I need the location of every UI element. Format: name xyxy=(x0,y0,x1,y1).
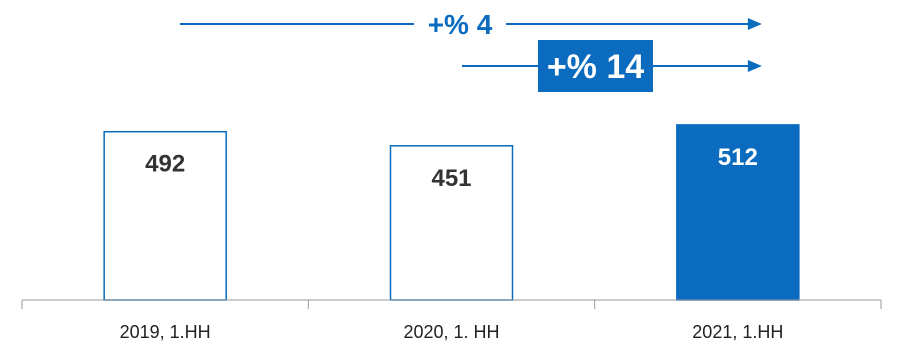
growth-label-1-bg xyxy=(414,6,506,42)
growth-arrow-2-arrowhead xyxy=(747,60,762,72)
value-labels: 492 451 512 xyxy=(145,144,758,192)
x-axis xyxy=(21,299,882,309)
growth-arrow-1-arrowhead xyxy=(747,18,762,30)
value-label-1: 451 xyxy=(431,165,471,192)
bars xyxy=(103,124,800,301)
category-label-1: 2020, 1. HH xyxy=(403,322,499,342)
bar-1 xyxy=(389,145,514,301)
bar-2 xyxy=(676,124,800,301)
category-label-2: 2021, 1.HH xyxy=(692,322,783,342)
growth-label-1: +% 4 xyxy=(428,9,493,40)
category-labels: 2019, 1.HH 2020, 1. HH 2021, 1.HH xyxy=(120,322,784,342)
category-label-0: 2019, 1.HH xyxy=(120,322,211,342)
growth-label-2: +% 14 xyxy=(547,48,644,86)
value-label-2: 512 xyxy=(718,144,758,171)
bar-0 xyxy=(103,130,227,301)
value-label-0: 492 xyxy=(145,151,185,178)
growth-label-2-box xyxy=(538,40,653,92)
growth-annotations: +% 4 +% 14 xyxy=(180,6,762,92)
